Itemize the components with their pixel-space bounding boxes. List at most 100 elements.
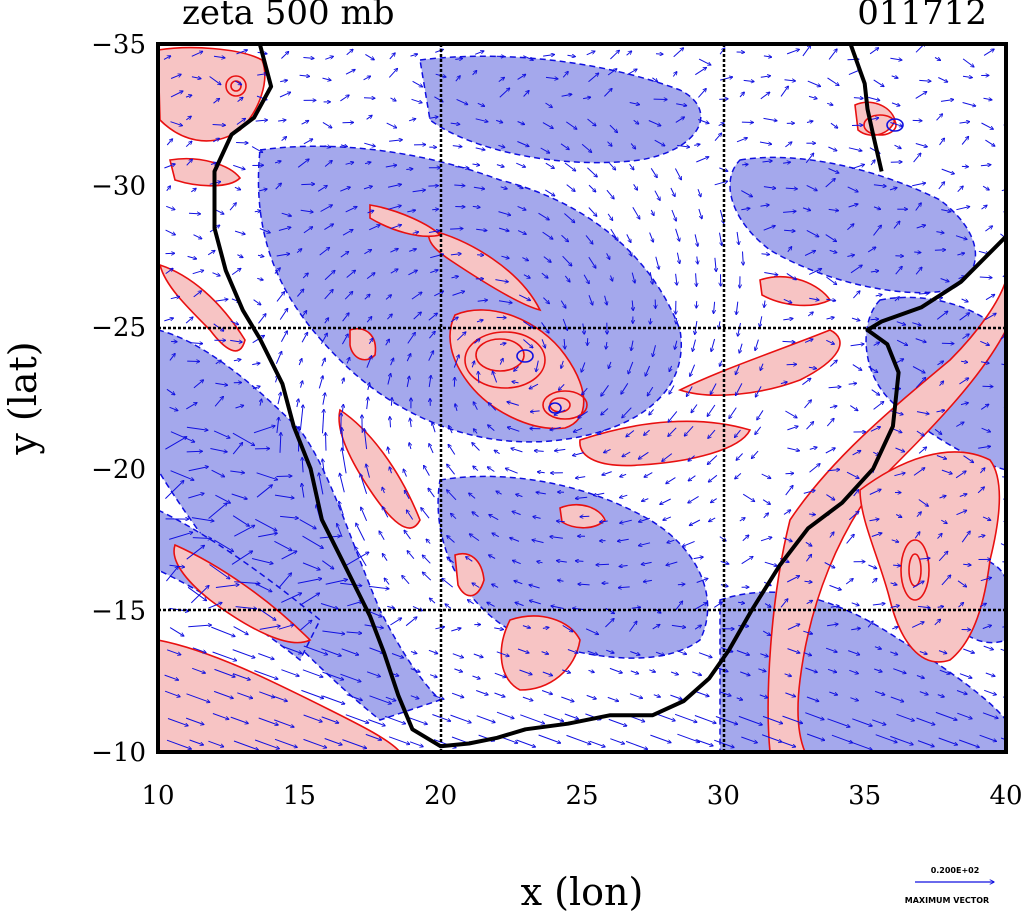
wind-vector <box>631 272 635 284</box>
wind-vector <box>166 566 178 582</box>
wind-vector <box>829 759 850 767</box>
wind-vector <box>983 645 994 650</box>
wind-vector <box>170 470 194 481</box>
wind-vector <box>512 511 521 516</box>
wind-vector <box>633 184 638 190</box>
wind-vector <box>501 256 509 258</box>
wind-vector <box>166 649 181 655</box>
wind-vector <box>492 371 498 383</box>
wind-vector <box>622 451 631 457</box>
wind-vector <box>515 602 524 607</box>
wind-vector <box>826 418 834 427</box>
southeast-contour-1 <box>900 539 930 601</box>
wind-vector <box>720 560 729 564</box>
wind-vector <box>873 79 884 87</box>
wind-vector <box>826 339 834 344</box>
wind-vector <box>536 492 546 494</box>
wind-vector <box>382 554 388 561</box>
wind-vector <box>959 122 970 124</box>
wind-vector <box>719 48 725 55</box>
wind-vector <box>232 673 250 680</box>
plot-area <box>158 44 1024 768</box>
wind-vector <box>410 652 417 654</box>
wind-vector <box>758 668 766 672</box>
wind-vector <box>566 184 575 192</box>
wind-vector <box>937 533 943 539</box>
wind-vector <box>871 533 882 537</box>
wind-vector <box>213 430 230 438</box>
wind-vector <box>759 141 772 144</box>
wind-vector <box>696 578 708 583</box>
wind-vector <box>982 516 991 520</box>
wind-vector <box>253 299 261 305</box>
wind-vector <box>258 533 277 538</box>
wind-vector <box>869 519 880 521</box>
wind-vector <box>280 80 287 81</box>
wind-vector <box>632 206 640 219</box>
wind-vector <box>738 322 741 336</box>
wind-vector <box>479 760 498 767</box>
wind-vector <box>893 668 906 674</box>
wind-vector <box>716 760 737 768</box>
wind-vector <box>473 402 478 410</box>
wind-vector <box>961 298 969 302</box>
wind-vector <box>296 249 302 253</box>
wind-vector <box>279 308 288 320</box>
wind-vector <box>1002 561 1006 563</box>
wind-vector <box>1001 757 1024 765</box>
wind-vector <box>1007 97 1017 101</box>
y-tick-label: −20 <box>91 455 146 485</box>
wind-vector <box>597 429 606 435</box>
wind-vector <box>422 555 431 564</box>
wind-vector <box>978 446 990 448</box>
wind-vector <box>609 667 623 673</box>
wind-vector <box>473 187 485 189</box>
wind-vector <box>784 674 792 677</box>
positive-region-small-3 <box>349 328 377 361</box>
wind-vector <box>165 229 176 235</box>
wind-vector <box>542 231 553 239</box>
wind-vector <box>231 268 241 276</box>
wind-vector <box>432 422 436 433</box>
wind-vector <box>499 358 503 365</box>
wind-vector <box>323 409 324 434</box>
wind-vector <box>469 534 480 542</box>
wind-vector <box>232 649 255 658</box>
wind-vector <box>551 606 564 609</box>
plot-date-label: 011712 <box>857 0 987 33</box>
wind-vector <box>187 255 197 259</box>
wind-vector <box>564 162 576 171</box>
wind-vector <box>1008 577 1013 584</box>
wind-vector <box>764 272 778 275</box>
wind-vector <box>806 600 813 605</box>
wind-vector <box>698 58 711 65</box>
wind-vector <box>956 422 964 427</box>
wind-vector <box>299 593 319 606</box>
wind-vector <box>894 144 902 148</box>
wind-vector <box>251 146 263 153</box>
wind-vector <box>234 230 245 234</box>
wind-vector <box>364 250 371 255</box>
wind-vector <box>517 230 526 235</box>
wind-vector <box>387 606 394 608</box>
wind-vector <box>346 632 362 633</box>
wind-vector <box>209 564 230 579</box>
wind-vector <box>303 58 314 59</box>
wind-vector <box>193 380 204 389</box>
wind-vector <box>281 645 302 654</box>
wind-vector <box>188 213 201 214</box>
wind-vector <box>165 481 184 499</box>
wind-vector <box>450 123 460 124</box>
wind-vector <box>341 334 348 345</box>
wind-vector <box>985 672 995 676</box>
wind-vector <box>807 312 813 317</box>
wind-vector <box>322 671 344 680</box>
wind-vector <box>630 651 640 656</box>
wind-vector <box>474 339 480 344</box>
wind-vector <box>511 448 523 453</box>
wind-vector <box>517 648 529 653</box>
wind-vector <box>166 205 175 209</box>
wind-vector <box>808 96 817 98</box>
wind-vector <box>825 448 836 454</box>
wind-vector <box>804 339 813 343</box>
